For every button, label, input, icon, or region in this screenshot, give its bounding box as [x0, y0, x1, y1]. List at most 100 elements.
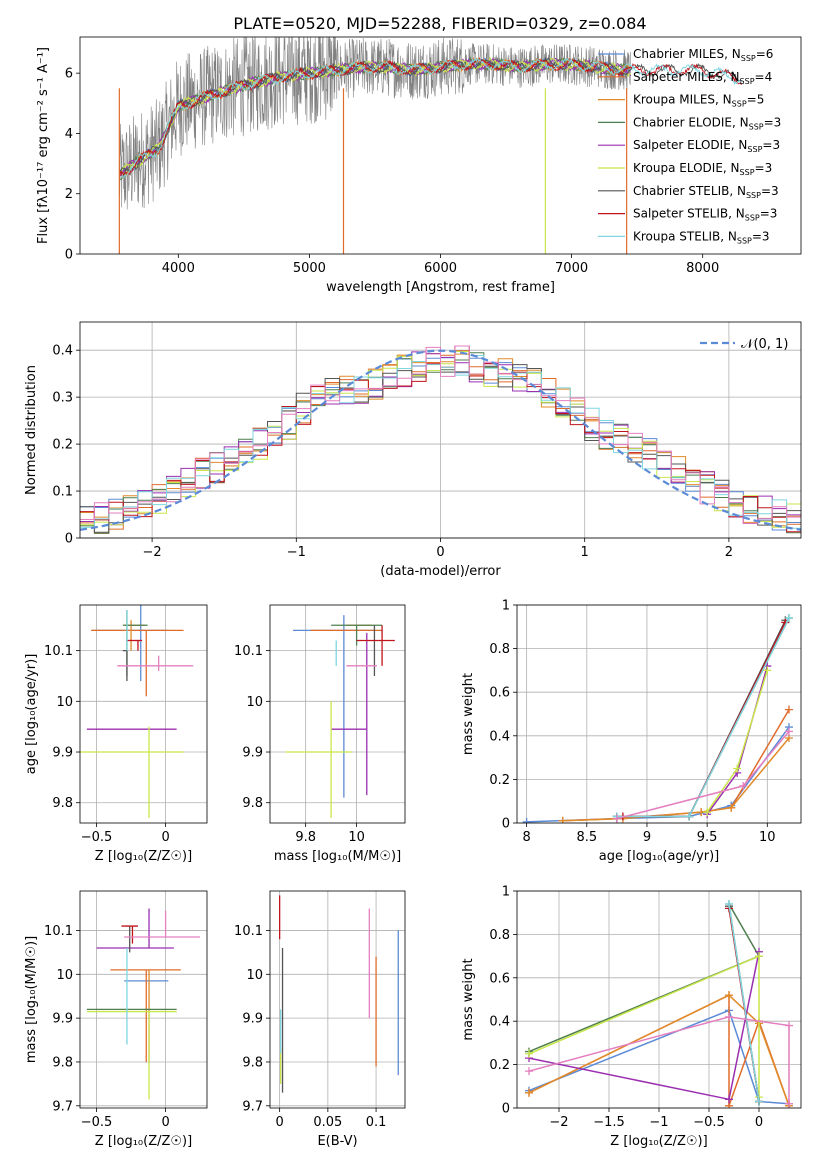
spectrum-lines	[118, 37, 742, 254]
y-tick-label: 0.8	[489, 642, 510, 657]
y-tick-label: 10.1	[234, 644, 263, 659]
series-marker	[755, 952, 763, 961]
error-bars	[285, 615, 395, 818]
model-spectrum-line	[118, 56, 742, 173]
data-point	[126, 639, 143, 651]
plot-frame	[516, 604, 802, 824]
y-tick-label: 9.7	[52, 1099, 73, 1114]
series-marker	[763, 666, 772, 675]
data-point	[80, 726, 184, 818]
legend-label: Salpeter MILES, NSSP=4	[633, 70, 772, 86]
plot-frame	[516, 890, 802, 1109]
x-tick-label: 0.1	[366, 1115, 387, 1130]
x-tick-label: 0	[161, 1115, 169, 1130]
plot-frame	[79, 36, 802, 255]
series-marker	[755, 1097, 763, 1106]
plot-frame	[269, 604, 406, 824]
y-tick-label: 10	[56, 968, 73, 983]
y-tick-label: 0	[65, 248, 73, 263]
model-spectrum-line	[119, 57, 632, 174]
x-tick-label: 9.5	[697, 830, 718, 845]
legend-label: 𝒩(0, 1)	[741, 337, 788, 352]
data-point	[292, 615, 375, 798]
series-marker	[703, 808, 712, 817]
model-spectrum-line	[119, 57, 742, 179]
x-tick-label: 7000	[555, 261, 588, 276]
y-tick-label: 0.4	[489, 1015, 510, 1030]
mass-vs-extinction-panel: 0 0.05 0.1 9.7 9.8 9.9 10 10.1 E(B-V)	[234, 890, 406, 1149]
y-tick-label: 9.9	[52, 746, 73, 761]
series-line	[562, 709, 790, 822]
x-tick-label: 6000	[424, 261, 457, 276]
series-marker	[727, 803, 736, 812]
series-marker	[725, 1095, 733, 1104]
x-tick-label: 8000	[686, 261, 719, 276]
series-marker	[785, 1021, 793, 1030]
series-marker	[525, 1088, 533, 1097]
x-axis-label: Z [log₁₀(Z/Z☉)]	[95, 1134, 192, 1149]
spectrum-panel: 4000 5000 6000 7000 8000 0 2 4 6 wavelength [Angs…	[36, 36, 802, 295]
grid	[80, 891, 207, 1108]
x-tick-label: 0.05	[313, 1115, 342, 1130]
series-marker	[725, 991, 733, 1000]
y-tick-label: 0	[502, 1102, 510, 1117]
y-tick-label: 9.8	[242, 1055, 263, 1070]
x-axis-label: mass [log₁₀(M/M☉)]	[274, 849, 401, 864]
y-axis-label: Normed distribution	[24, 365, 39, 495]
series-marker	[784, 614, 793, 623]
series-line	[728, 903, 760, 1102]
x-tick-label: 10	[759, 830, 776, 845]
series-marker	[785, 1099, 793, 1108]
error-bars	[278, 895, 399, 1093]
y-tick-label: 10.1	[44, 644, 73, 659]
y-tick-label: 0.6	[489, 686, 510, 701]
series-marker	[739, 781, 748, 790]
figure-title: PLATE=0520, MJD=52288, FIBERID=0329, z=0…	[233, 14, 646, 33]
mass-weight-vs-metallicity-panel: −2 −1.5 −1 −0.5 0 0 0.2 0.4 0.6 0.8 1 Z [log₁₀(Z/Z☉…	[461, 885, 802, 1149]
series-marker	[522, 817, 531, 823]
series-marker	[525, 1067, 533, 1076]
x-axis-label: E(B-V)	[317, 1134, 357, 1149]
y-tick-label: 0.2	[489, 1058, 510, 1073]
data-point	[121, 925, 138, 944]
y-tick-label: 9.9	[242, 746, 263, 761]
gaussian-curve	[80, 349, 801, 531]
y-axis-label: mass weight	[461, 958, 476, 1040]
model-spectrum-line	[119, 57, 742, 177]
x-tick-label: −1	[287, 545, 306, 560]
data-point	[91, 629, 184, 697]
plot-frame	[79, 321, 802, 539]
y-tick-label: 6	[65, 67, 73, 82]
y-tick-label: 2	[65, 187, 73, 202]
y-axis-label: mass weight	[461, 673, 476, 755]
x-tick-label: −2	[143, 545, 162, 560]
series-marker	[725, 1012, 733, 1021]
x-tick-label: 0	[276, 1115, 284, 1130]
series-line	[706, 665, 769, 815]
legend-label: Kroupa ELODIE, NSSP=3	[633, 161, 772, 177]
mass-vs-metallicity-panel: −0.5 0 9.7 9.8 9.9 10 10.1 Z [log₁₀(Z/Z☉)] mass …	[24, 890, 208, 1149]
y-tick-label: 9.9	[52, 1012, 73, 1027]
series-marker	[612, 814, 621, 823]
grid	[270, 605, 405, 823]
mass-weight-vs-age-panel: 8 8.5 9 9.5 10 0 0.2 0.4 0.6 0.8 1 age [log₁₀(age/y…	[461, 599, 802, 864]
x-tick-label: −2	[549, 1115, 568, 1130]
series-line	[616, 619, 787, 818]
x-tick-label: 8.5	[576, 830, 597, 845]
weight-lines	[525, 900, 793, 1108]
x-tick-label: −0.5	[81, 1115, 113, 1130]
series-marker	[784, 705, 793, 714]
error-bars	[80, 605, 194, 818]
error-bars	[86, 908, 201, 1100]
y-tick-label: 0.6	[489, 971, 510, 986]
x-tick-label: 9	[643, 830, 651, 845]
series-line	[528, 1009, 790, 1105]
y-tick-label: 1	[502, 885, 510, 900]
data-point	[331, 624, 383, 646]
y-tick-label: 10	[56, 695, 73, 710]
y-tick-label: 4	[65, 127, 73, 142]
x-axis-label: age [log₁₀(age/yr)]	[599, 849, 720, 864]
x-tick-label: −1.5	[593, 1115, 625, 1130]
y-tick-label: 0	[502, 817, 510, 832]
